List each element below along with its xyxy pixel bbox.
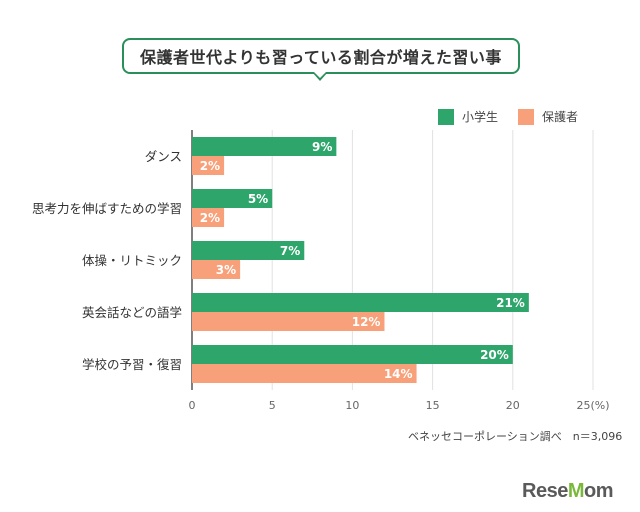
data-label-guardian-0: 2% <box>200 159 220 173</box>
data-label-guardian-4: 14% <box>384 367 413 381</box>
data-label-elementary-3: 21% <box>496 296 525 310</box>
x-tick-label-15: 15 <box>426 399 440 412</box>
x-tick-label-5: 5 <box>269 399 276 412</box>
bar-guardian-0 <box>192 156 225 175</box>
resemom-logo: ReseMom <box>522 480 613 502</box>
category-label-0: ダンス <box>145 149 182 164</box>
x-tick-label-10: 10 <box>345 399 359 412</box>
title-pointer-inner <box>314 72 326 78</box>
data-label-guardian-3: 12% <box>352 315 381 329</box>
bar-elementary-4 <box>192 345 513 364</box>
bar-elementary-0 <box>192 137 337 156</box>
data-label-guardian-1: 2% <box>200 211 220 225</box>
legend-item-guardian: 保護者 <box>518 108 578 125</box>
x-tick-label-25: 25(%) <box>576 399 609 412</box>
source-note: ベネッセコーポレーション調べ n＝3,096 <box>408 430 623 443</box>
legend-item-elementary: 小学生 <box>438 108 498 125</box>
legend-label-elementary: 小学生 <box>462 110 499 124</box>
legend-swatch-guardian <box>518 108 534 125</box>
category-label-4: 学校の予習・復習 <box>82 357 182 372</box>
x-tick-label-20: 20 <box>506 399 520 412</box>
bar-guardian-3 <box>192 312 385 331</box>
category-label-1: 思考力を伸ばすための学習 <box>32 201 182 216</box>
legend-swatch-elementary <box>438 108 454 125</box>
legend-label-guardian: 保護者 <box>542 110 579 124</box>
bar-elementary-1 <box>192 189 273 208</box>
category-label-2: 体操・リトミック <box>82 253 182 268</box>
data-label-elementary-0: 9% <box>312 140 332 154</box>
data-label-elementary-4: 20% <box>480 348 509 362</box>
bar-guardian-4 <box>192 364 417 383</box>
bar-guardian-1 <box>192 208 225 227</box>
bar-elementary-2 <box>192 241 305 260</box>
chart-title: 保護者世代よりも習っている割合が増えた習い事 <box>122 38 520 74</box>
x-tick-label-0: 0 <box>189 399 196 412</box>
category-label-3: 英会話などの語学 <box>82 305 182 320</box>
bar-guardian-2 <box>192 260 241 279</box>
data-label-elementary-1: 5% <box>248 192 268 206</box>
data-label-elementary-2: 7% <box>280 244 300 258</box>
bar-elementary-3 <box>192 293 529 312</box>
data-label-guardian-2: 3% <box>216 263 236 277</box>
